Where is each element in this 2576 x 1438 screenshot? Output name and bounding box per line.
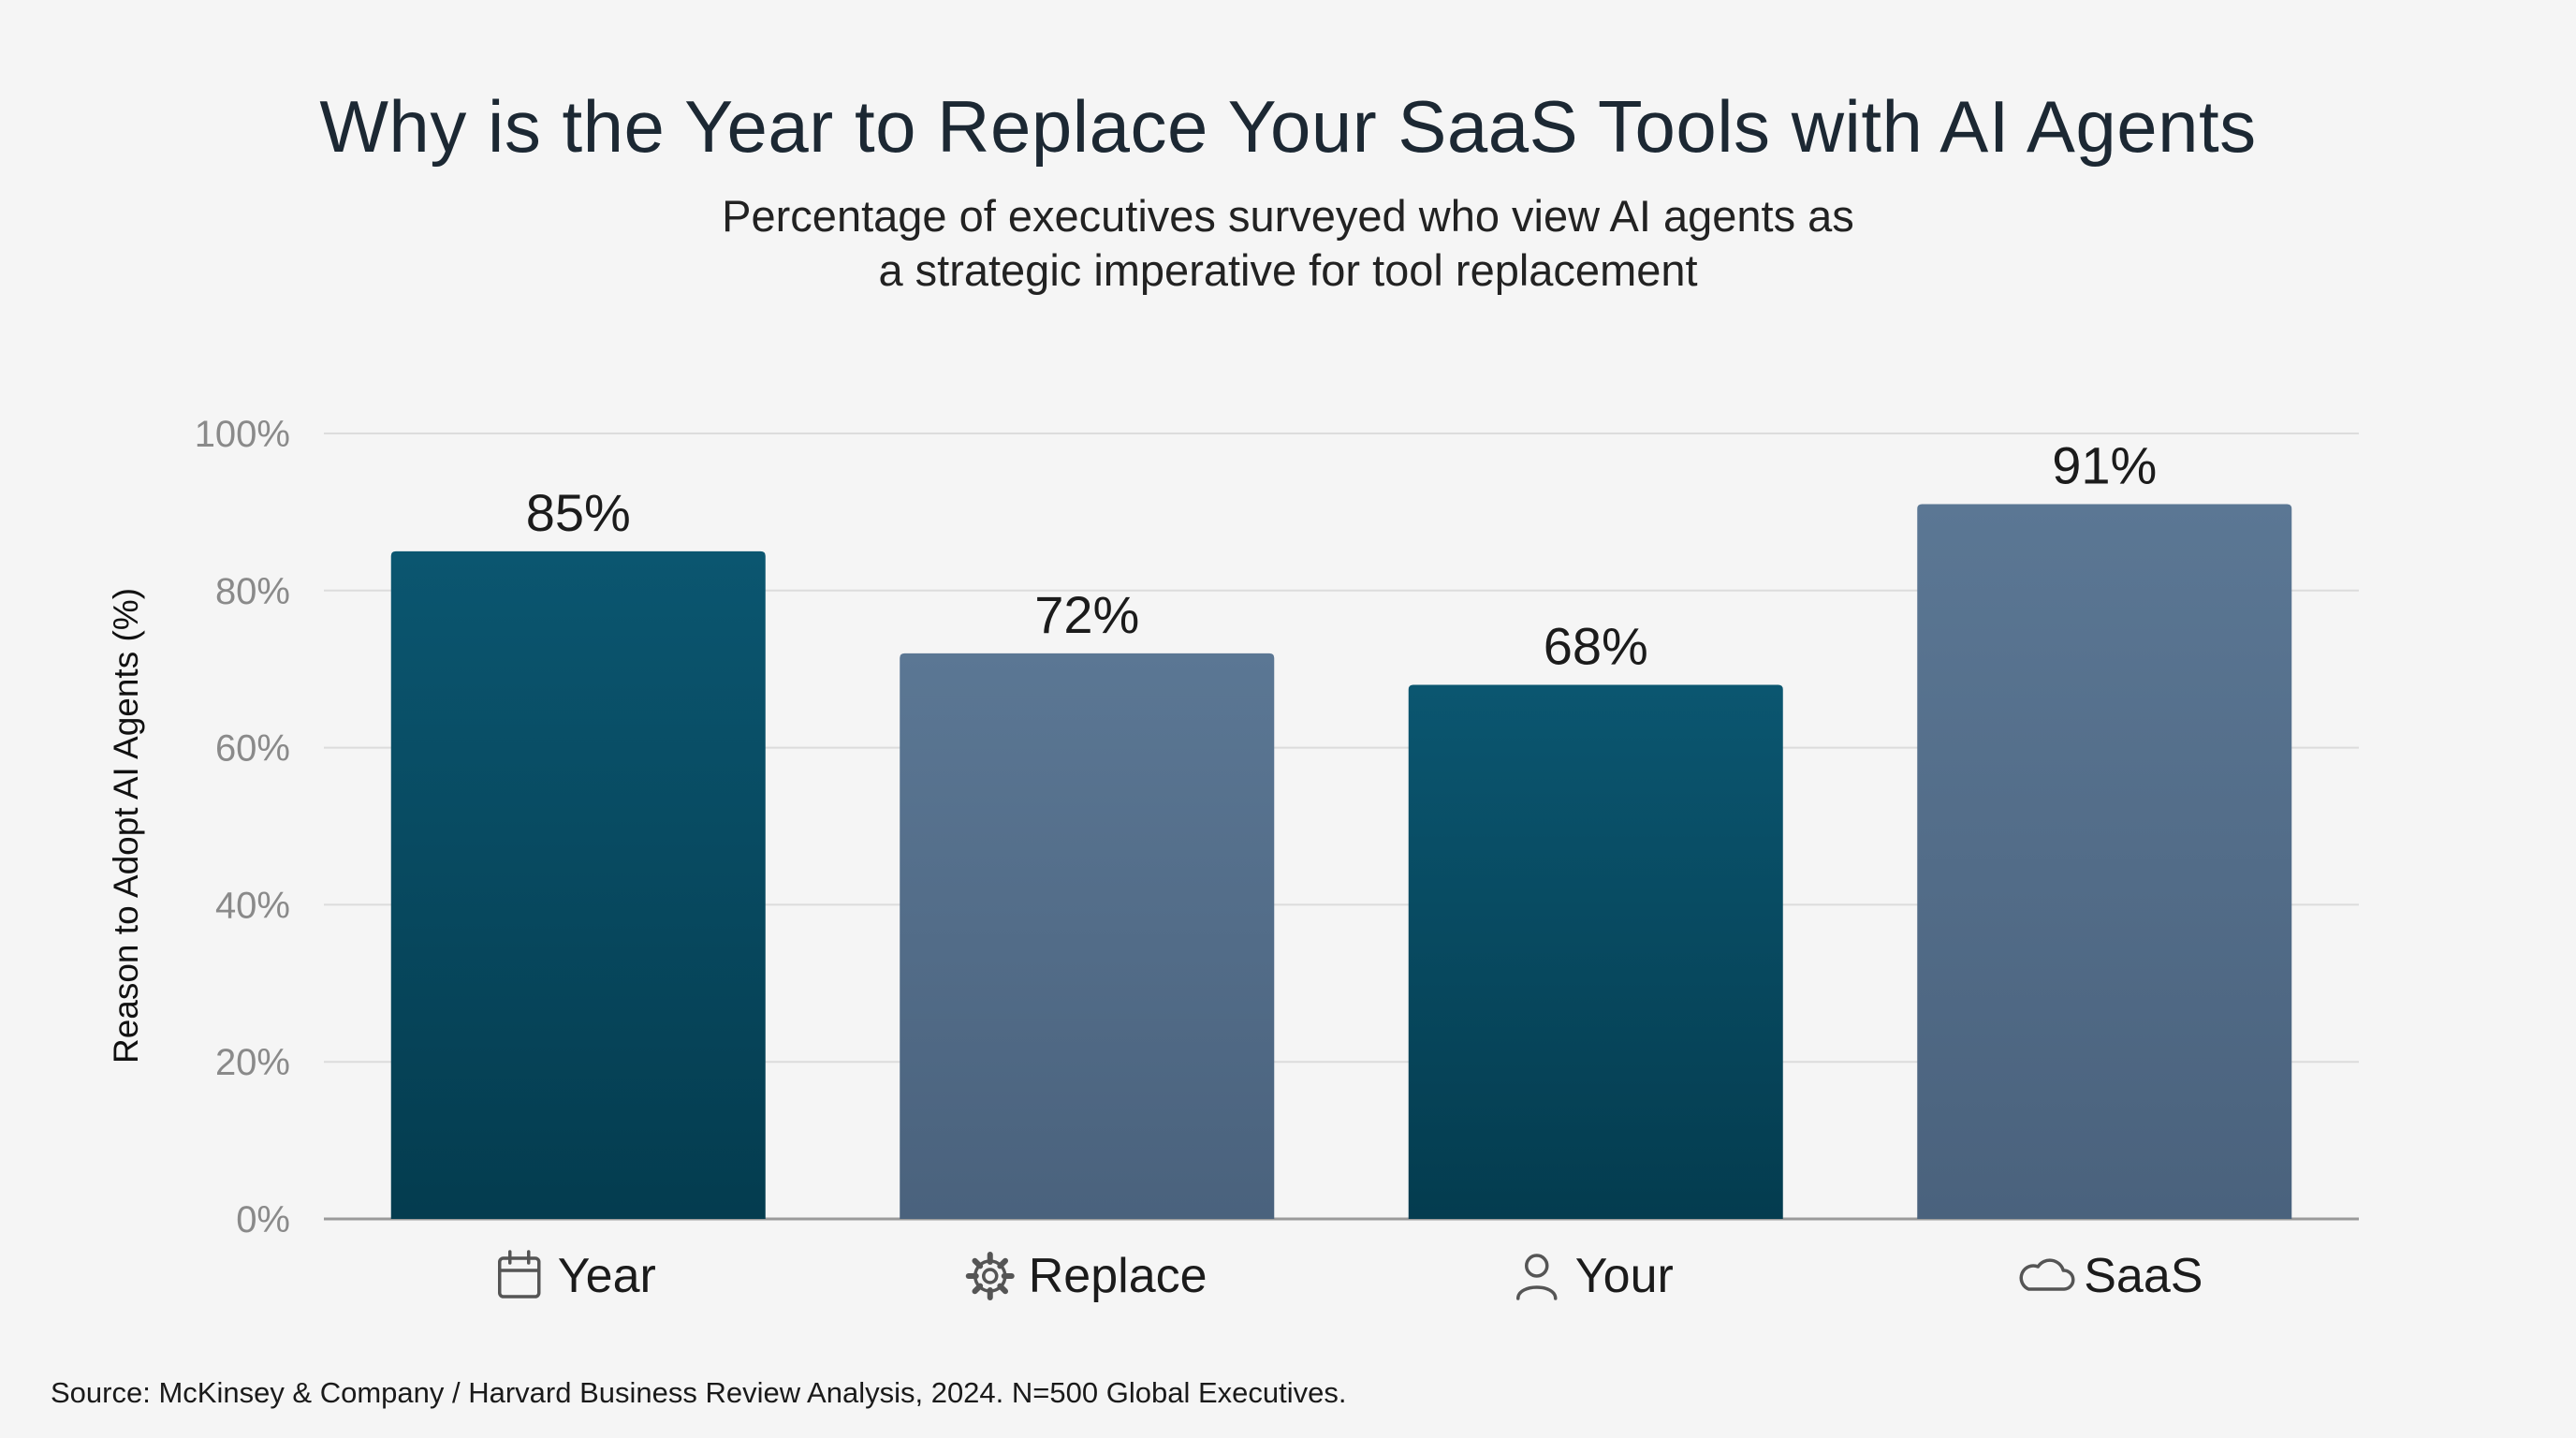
chart-title: Why is the Year to Replace Your SaaS Too…	[319, 85, 2257, 168]
x-tick-label: Year	[558, 1249, 656, 1303]
y-tick-labels: 0% 20% 40% 60% 80% 100%	[195, 414, 290, 1240]
y-tick-label: 100%	[195, 414, 290, 455]
x-tick-label: Replace	[1029, 1249, 1208, 1303]
y-axis-label: Reason to Adopt AI Agents (%)	[107, 588, 145, 1064]
data-label: 68%	[1544, 616, 1648, 675]
chart-subtitle: Percentage of executives surveyed who vi…	[633, 189, 1943, 298]
x-tick-labels: Year Replace Your SaaS	[498, 1249, 2203, 1303]
bar-your	[1408, 684, 1783, 1219]
data-label: 72%	[1034, 585, 1139, 644]
subtitle-line-1: Percentage of executives surveyed who vi…	[722, 191, 1854, 241]
calendar-icon	[498, 1250, 541, 1299]
data-labels: 85% 72% 68% 91%	[526, 436, 2158, 676]
x-tick-label: SaaS	[2084, 1249, 2203, 1303]
bar-saas	[1917, 504, 2292, 1219]
subtitle-line-2: a strategic imperative for tool replacem…	[878, 245, 1698, 295]
user-icon	[1516, 1254, 1558, 1300]
bar-replace	[900, 653, 1275, 1219]
y-tick-label: 80%	[215, 571, 290, 612]
source-note: Source: McKinsey & Company / Harvard Bus…	[51, 1376, 1347, 1409]
y-tick-label: 40%	[215, 885, 290, 926]
data-label: 91%	[2052, 436, 2157, 495]
gear-icon	[965, 1252, 1015, 1300]
y-tick-label: 60%	[215, 728, 290, 770]
y-tick-label: 20%	[215, 1042, 290, 1083]
cloud-icon	[2019, 1258, 2075, 1291]
bars	[390, 504, 2292, 1219]
x-tick-label: Your	[1575, 1249, 1674, 1303]
data-label: 85%	[526, 483, 631, 542]
bar-year	[390, 550, 766, 1219]
y-tick-label: 0%	[236, 1199, 290, 1240]
